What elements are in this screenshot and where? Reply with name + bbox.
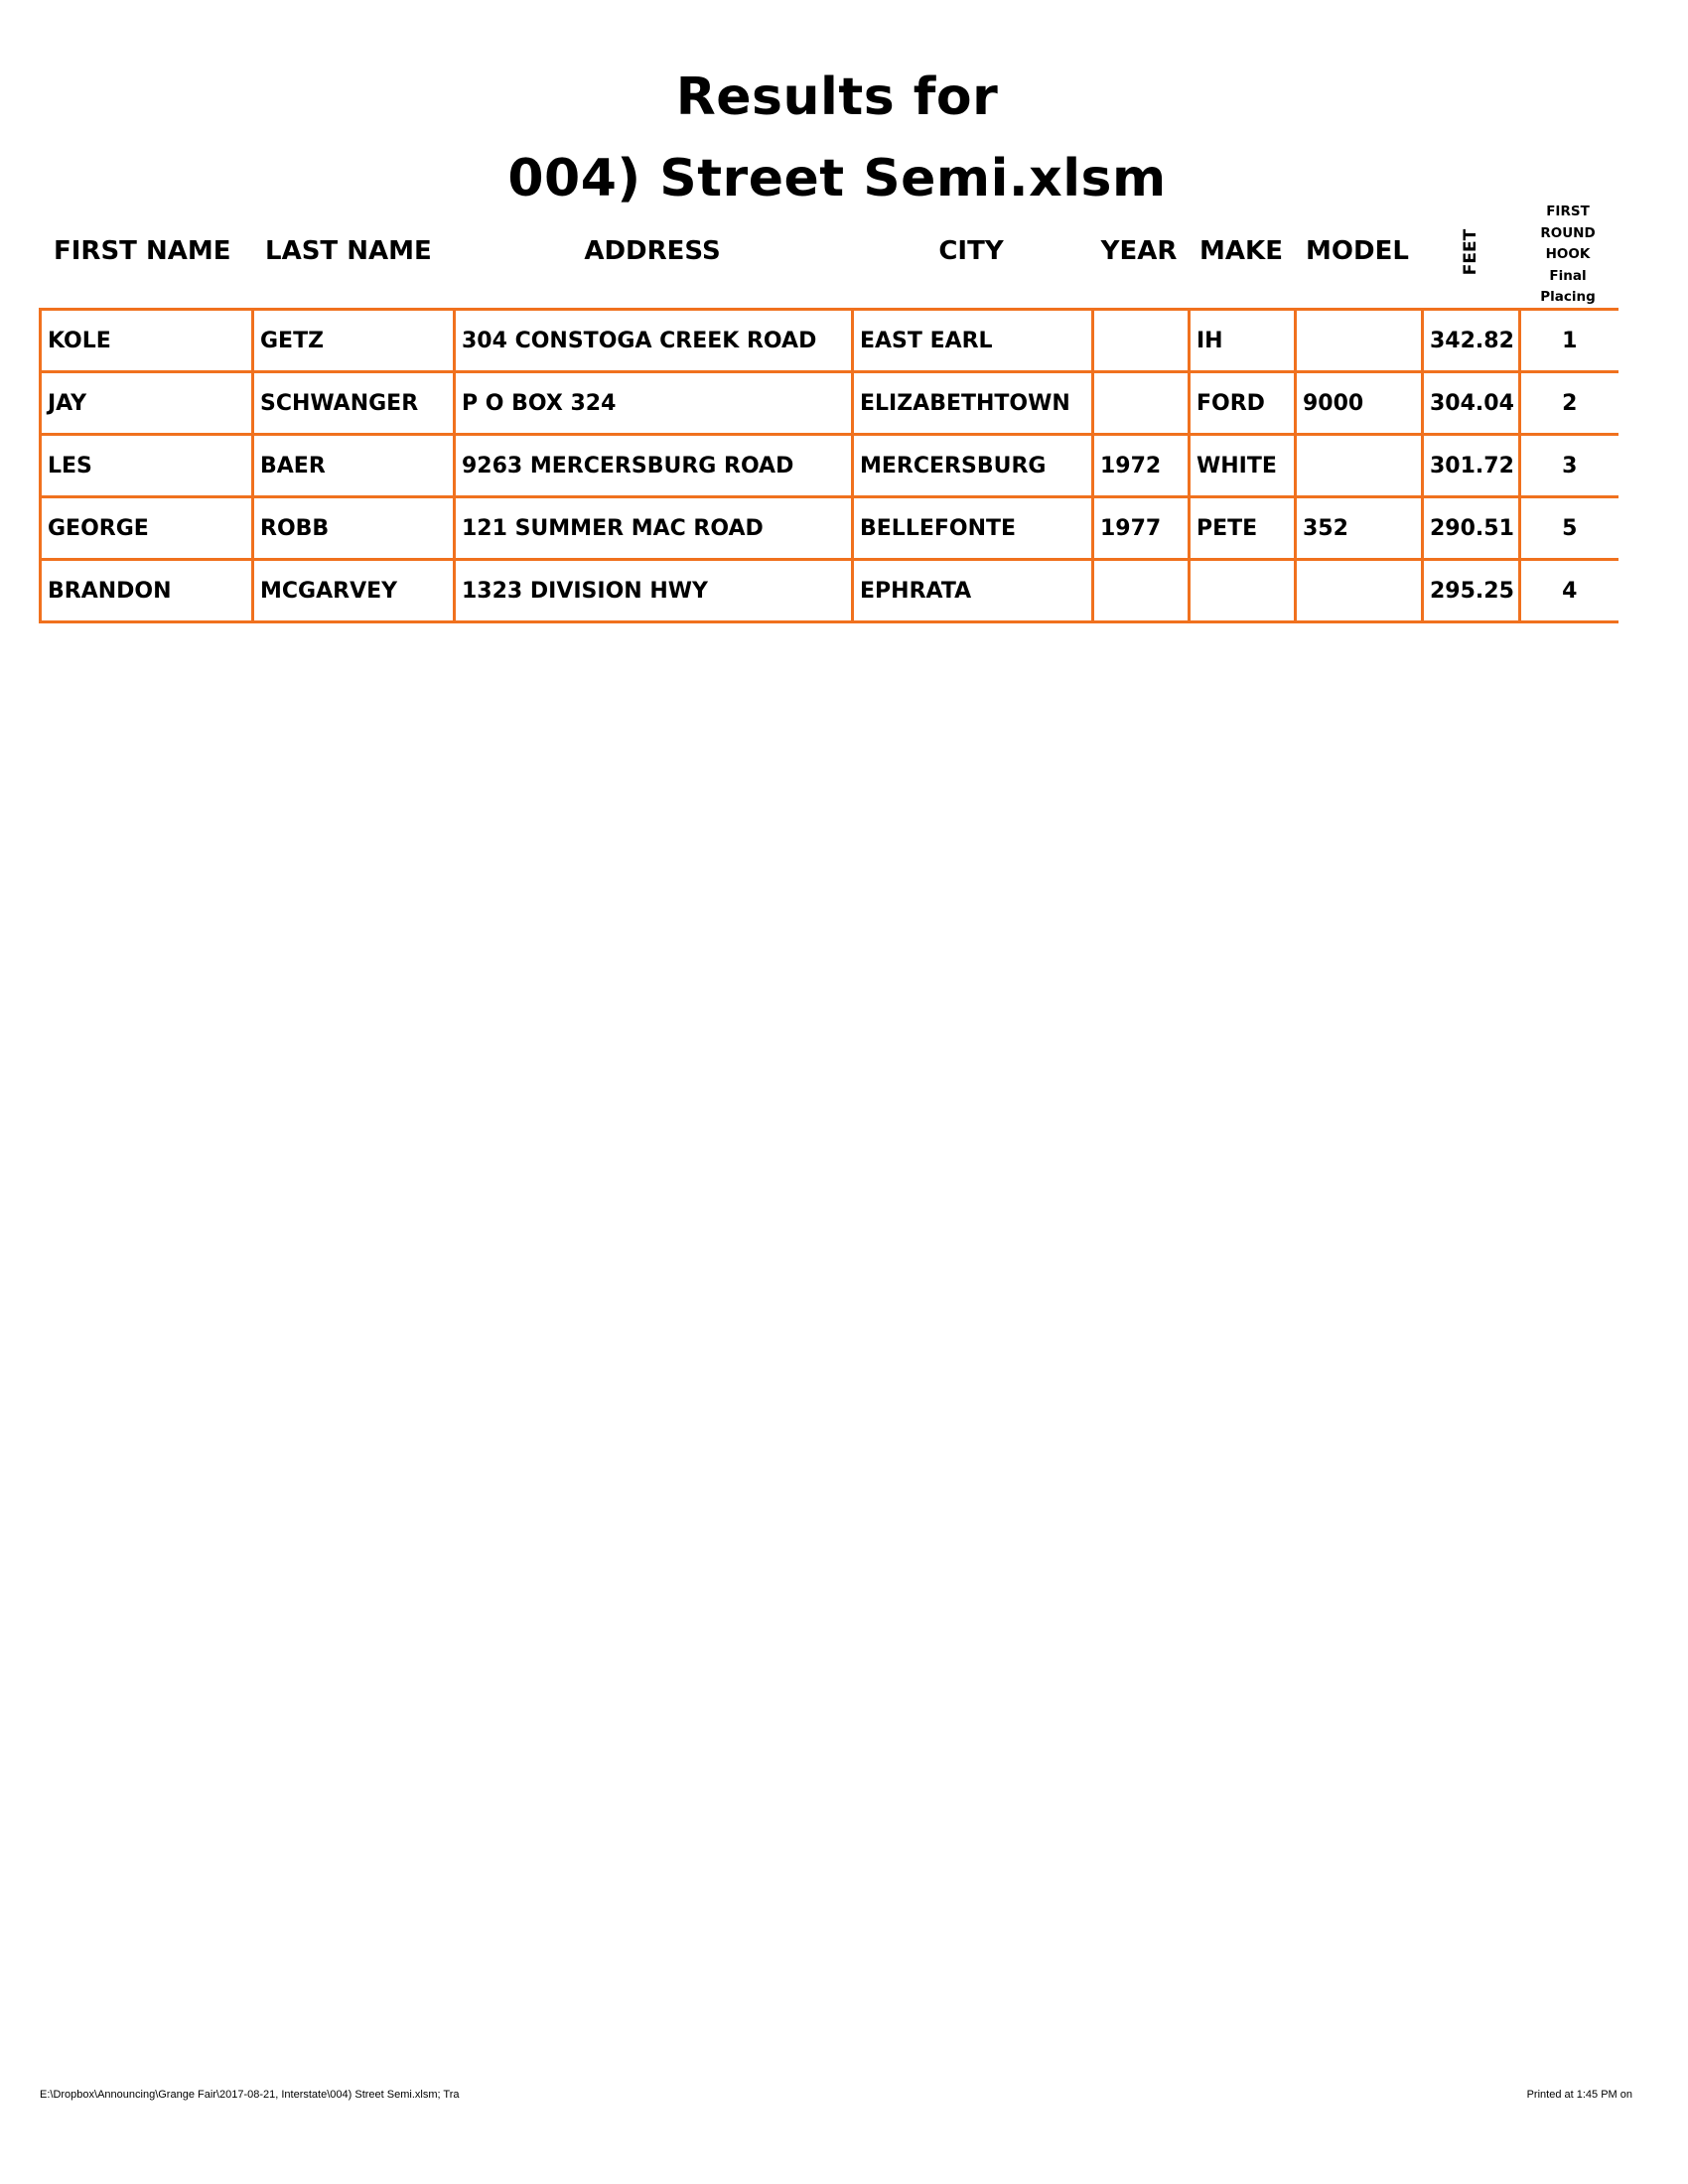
year-cell <box>1091 558 1191 623</box>
city-cell: MERCERSBURG <box>851 433 1094 498</box>
last-name-cell: MCGARVEY <box>251 558 456 623</box>
feet-cell: 301.72 <box>1421 433 1521 498</box>
address-cell: 304 CONSTOGA CREEK ROAD <box>453 308 854 373</box>
year-cell: 1977 <box>1091 495 1191 561</box>
header-year: YEAR <box>1100 236 1178 266</box>
header-last-name: LAST NAME <box>265 236 432 266</box>
first-name-cell: KOLE <box>39 308 254 373</box>
year-cell: 1972 <box>1091 433 1191 498</box>
last-name-cell: BAER <box>251 433 456 498</box>
feet-cell: 304.04 <box>1421 370 1521 436</box>
first-name-cell: JAY <box>39 370 254 436</box>
make-cell: IH <box>1188 308 1297 373</box>
placing-cell: 2 <box>1518 370 1618 436</box>
model-cell: 352 <box>1294 495 1424 561</box>
model-cell: 9000 <box>1294 370 1424 436</box>
header-placing-line: ROUND <box>1540 224 1596 241</box>
table-row: BRANDON MCGARVEY 1323 DIVISION HWY EPHRATA 2… <box>39 558 1618 623</box>
header-placing-line: FIRST <box>1546 204 1590 219</box>
title-line-1: Results for <box>675 68 999 127</box>
placing-cell: 3 <box>1518 433 1618 498</box>
table-row: JAY SCHWANGER P O BOX 324 ELIZABETHTOWN FORD… <box>39 370 1618 436</box>
make-cell <box>1188 558 1297 623</box>
header-placing: FIRST ROUND HOOK Final Placing <box>1540 202 1596 309</box>
last-name-cell: ROBB <box>251 495 456 561</box>
table-row: KOLE GETZ 304 CONSTOGA CREEK ROAD EAST EARL… <box>39 308 1618 373</box>
address-cell: 1323 DIVISION HWY <box>453 558 854 623</box>
last-name-cell: GETZ <box>251 308 456 373</box>
address-cell: 121 SUMMER MAC ROAD <box>453 495 854 561</box>
title-line-2: 004) Street Semi.xlsm <box>507 149 1167 208</box>
model-cell <box>1294 558 1424 623</box>
model-cell <box>1294 308 1424 373</box>
feet-cell: 342.82 <box>1421 308 1521 373</box>
table-row: LES BAER 9263 MERCERSBURG ROAD MERCERSBURG 1… <box>39 433 1618 498</box>
city-cell: ELIZABETHTOWN <box>851 370 1094 436</box>
first-name-cell: LES <box>39 433 254 498</box>
header-placing-line: HOOK <box>1545 246 1591 262</box>
model-cell <box>1294 433 1424 498</box>
first-name-cell: GEORGE <box>39 495 254 561</box>
city-cell: BELLEFONTE <box>851 495 1094 561</box>
feet-cell: 290.51 <box>1421 495 1521 561</box>
last-name-cell: SCHWANGER <box>251 370 456 436</box>
city-cell: EPHRATA <box>851 558 1094 623</box>
make-cell: PETE <box>1188 495 1297 561</box>
table-row: GEORGE ROBB 121 SUMMER MAC ROAD BELLEFONTE 1… <box>39 495 1618 561</box>
year-cell <box>1091 370 1191 436</box>
make-cell: FORD <box>1188 370 1297 436</box>
feet-cell: 295.25 <box>1421 558 1521 623</box>
city-cell: EAST EARL <box>851 308 1094 373</box>
address-cell: 9263 MERCERSBURG ROAD <box>453 433 854 498</box>
header-city: CITY <box>938 236 1004 266</box>
first-name-cell: BRANDON <box>39 558 254 623</box>
footer-printed-at: Printed at 1:45 PM on <box>1526 2089 1632 2101</box>
footer-file-path: E:\Dropbox\Announcing\Grange Fair\2017-0… <box>40 2089 460 2101</box>
header-address: ADDRESS <box>584 236 721 266</box>
placing-cell: 4 <box>1518 558 1618 623</box>
make-cell: WHITE <box>1188 433 1297 498</box>
header-placing-line: Final <box>1549 267 1587 284</box>
header-placing-line: Placing <box>1540 289 1596 305</box>
year-cell <box>1091 308 1191 373</box>
header-make: MAKE <box>1199 236 1283 266</box>
header-feet: FEET <box>1461 228 1480 276</box>
placing-cell: 1 <box>1518 308 1618 373</box>
placing-cell: 5 <box>1518 495 1618 561</box>
header-model: MODEL <box>1306 236 1409 266</box>
header-first-name: FIRST NAME <box>54 236 231 266</box>
address-cell: P O BOX 324 <box>453 370 854 436</box>
results-table: KOLE GETZ 304 CONSTOGA CREEK ROAD EAST EARL… <box>39 308 1618 623</box>
